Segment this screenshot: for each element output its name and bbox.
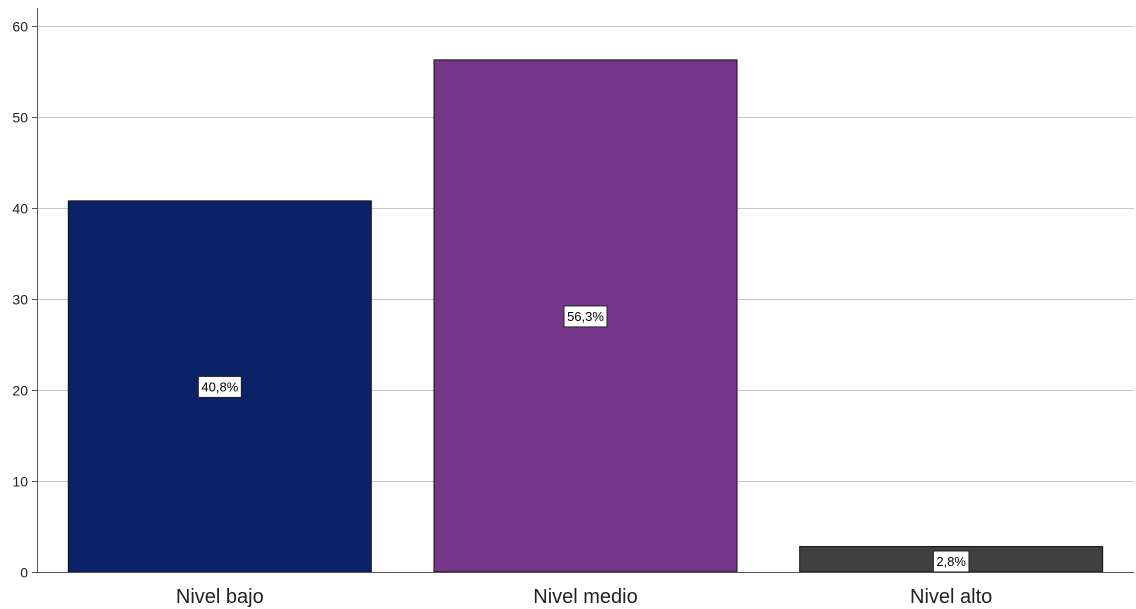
y-tick-label: 50 xyxy=(12,110,28,126)
x-axis-labels: Nivel bajo Nivel medio Nivel alto xyxy=(176,586,992,608)
data-label-box xyxy=(563,305,608,328)
y-axis-ticks: 0 10 20 30 40 50 60 xyxy=(12,19,37,581)
data-label-text: 56,3% xyxy=(567,309,604,324)
data-label-box xyxy=(197,375,242,398)
y-tick-label: 10 xyxy=(12,474,28,490)
x-tick-label: Nivel bajo xyxy=(176,586,264,608)
data-label: 56,3% xyxy=(563,305,608,328)
y-tick-label: 60 xyxy=(12,19,28,35)
data-label-text: 2,8% xyxy=(936,554,966,569)
x-tick-label: Nivel medio xyxy=(533,586,637,608)
data-label: 2,8% xyxy=(932,550,970,573)
data-label: 40,8% xyxy=(197,375,242,398)
y-tick-label: 0 xyxy=(20,565,28,581)
y-tick-label: 30 xyxy=(12,292,28,308)
data-labels: 40,8% 56,3% 2,8% xyxy=(197,305,970,573)
data-label-box xyxy=(932,550,970,573)
y-tick-label: 20 xyxy=(12,383,28,399)
y-tick-label: 40 xyxy=(12,201,28,217)
data-label-text: 40,8% xyxy=(201,379,238,394)
x-tick-label: Nivel alto xyxy=(910,586,992,608)
